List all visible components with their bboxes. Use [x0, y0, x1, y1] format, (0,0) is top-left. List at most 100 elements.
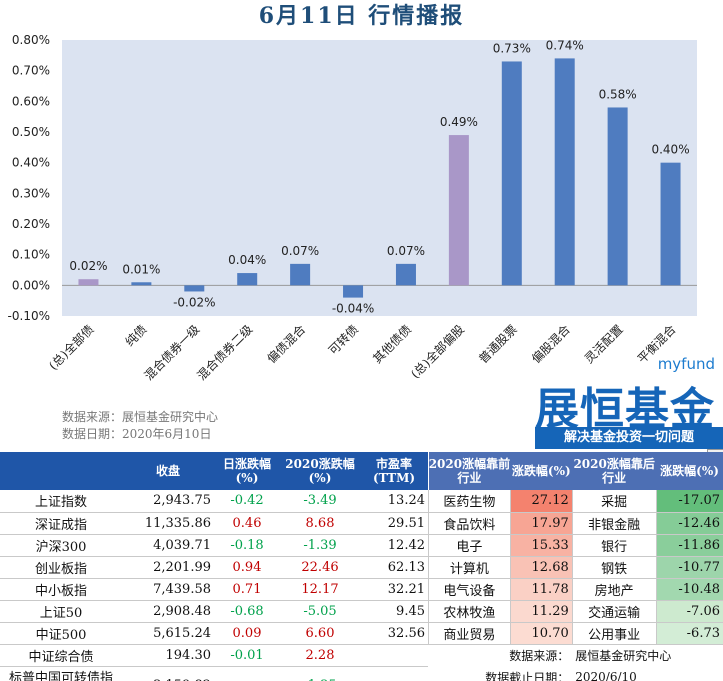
index-close: 5,615.24 — [122, 622, 214, 645]
top-industry-change: 17.97 — [509, 512, 573, 535]
bottom-industry-change: -10.77 — [655, 556, 723, 579]
x-tick-label: 可转债 — [325, 322, 361, 358]
y-tick-label: 0.50% — [12, 125, 50, 139]
x-tick-label: (总)全部偏股 — [407, 322, 467, 382]
bottom-industry-change: -7.06 — [655, 600, 723, 623]
index-pe — [360, 666, 428, 681]
top-industry-change: 15.33 — [509, 534, 573, 557]
index-day-change: 0.94 — [214, 556, 280, 579]
x-tick-label: (总)全部债 — [45, 322, 96, 373]
top-industry-name: 医药生物 — [428, 490, 511, 513]
index-ytd-change: -1.39 — [280, 534, 360, 557]
y-tick-label: 0.10% — [12, 248, 50, 262]
bottom-industry-name: 非银金融 — [571, 512, 657, 535]
data-label: -0.04% — [332, 302, 374, 316]
index-name: 创业板指 — [0, 556, 122, 579]
brand-logo: myfund 展恒基金 解决基金投资一切问题 — [535, 355, 723, 453]
y-tick-label: 0.70% — [12, 64, 50, 78]
index-pe: 62.13 — [360, 556, 428, 579]
table-row: 电子 15.33 银行 -11.86 — [428, 534, 723, 557]
header-top-change: 涨跌幅(%) — [510, 452, 573, 490]
index-name: 沪深300 — [0, 534, 122, 557]
index-close: 2,908.48 — [122, 600, 214, 623]
data-label: 0.58% — [599, 87, 637, 101]
industry-note-row: 数据来源： 展恒基金研究中心 — [429, 644, 723, 666]
x-tick-label: 混合债券二级 — [194, 322, 256, 384]
index-day-change: - — [214, 666, 280, 681]
index-name: 上证指数 — [0, 490, 122, 513]
index-close: 194.30 — [122, 644, 214, 667]
bar — [501, 61, 522, 286]
data-label: 0.04% — [228, 253, 266, 267]
table-row: 中证500 5,615.24 0.09 6.60 32.56 — [0, 622, 428, 645]
index-close: 3,159.82 — [122, 666, 214, 681]
y-tick-label: 0.30% — [12, 186, 50, 200]
top-industry-name: 电子 — [428, 534, 511, 557]
bottom-industry-name: 采掘 — [571, 490, 657, 513]
index-pe: 12.42 — [360, 534, 428, 557]
table-row: 沪深300 4,039.71 -0.18 -1.39 12.42 — [0, 534, 428, 557]
table-row: 医药生物 27.12 采掘 -17.07 — [428, 490, 723, 513]
x-tick-label: 纯债 — [123, 322, 150, 349]
index-ytd-change: 8.68 — [280, 512, 360, 535]
data-date-note: 数据日期：2020年6月10日 — [62, 427, 212, 441]
header-top-industry: 2020涨幅靠前行业 — [428, 452, 511, 490]
index-name: 上证50 — [0, 600, 122, 623]
table-row: 上证指数 2,943.75 -0.42 -3.49 13.24 — [0, 490, 428, 513]
industry-table-header: 2020涨幅靠前行业 涨跌幅(%) 2020涨幅靠后行业 涨跌幅(%) — [428, 452, 723, 490]
top-industry-change: 10.70 — [509, 622, 573, 645]
index-close: 2,201.99 — [122, 556, 214, 579]
bar — [290, 263, 311, 286]
bar — [131, 282, 152, 286]
index-pe — [360, 644, 428, 667]
bar — [607, 107, 628, 286]
table-row: 商业贸易 10.70 公用事业 -6.73 — [428, 622, 723, 645]
top-industry-name: 计算机 — [428, 556, 511, 579]
table-row: 上证50 2,908.48 -0.68 -5.05 9.45 — [0, 600, 428, 623]
index-table: 收盘 日涨跌幅(%) 2020涨跌幅(%) 市盈率(TTM) 上证指数 2,943… — [0, 452, 428, 681]
bottom-industry-change: -11.86 — [655, 534, 723, 557]
table-row: 中证综合债 194.30 -0.01 2.28 — [0, 644, 428, 667]
data-label: 0.73% — [493, 41, 531, 55]
index-day-change: -0.68 — [214, 600, 280, 623]
bottom-industry-change: -17.07 — [655, 490, 723, 513]
table-row: 深证成指 11,335.86 0.46 8.68 29.51 — [0, 512, 428, 535]
data-label: 0.49% — [440, 115, 478, 129]
table-row: 电气设备 11.78 房地产 -10.48 — [428, 578, 723, 601]
top-industry-change: 12.68 — [509, 556, 573, 579]
index-day-change: 0.09 — [214, 622, 280, 645]
index-pe: 29.51 — [360, 512, 428, 535]
index-close: 11,335.86 — [122, 512, 214, 535]
bar — [660, 162, 681, 286]
data-label: 0.07% — [281, 244, 319, 258]
header-pe: 市盈率(TTM) — [360, 452, 428, 490]
industry-table: 2020涨幅靠前行业 涨跌幅(%) 2020涨幅靠后行业 涨跌幅(%) 医药生物… — [428, 452, 723, 681]
data-label: 0.01% — [122, 262, 160, 276]
index-name: 中小板指 — [0, 578, 122, 601]
bottom-industry-name: 银行 — [571, 534, 657, 557]
index-name: 中证500 — [0, 622, 122, 645]
index-day-change: -0.18 — [214, 534, 280, 557]
index-close: 2,943.75 — [122, 490, 214, 513]
bar-chart: 0.80% 0.70% 0.60% 0.50% 0.40% 0.30% 0.20% 0.10%… — [8, 33, 697, 384]
data-label: 0.07% — [387, 244, 425, 258]
index-ytd-change: 22.46 — [280, 556, 360, 579]
industry-note-label: 数据截止日期： — [485, 670, 570, 681]
top-industry-name: 食品饮料 — [428, 512, 511, 535]
index-pe: 9.45 — [360, 600, 428, 623]
index-ytd-change: -1.35 — [280, 666, 360, 681]
y-tick-label: 0.40% — [12, 156, 50, 170]
plot-area — [62, 40, 697, 316]
index-table-header: 收盘 日涨跌幅(%) 2020涨跌幅(%) 市盈率(TTM) — [0, 452, 428, 490]
header-bottom-industry: 2020涨幅靠后行业 — [572, 452, 657, 490]
data-label: 0.74% — [546, 38, 584, 52]
bottom-industry-name: 房地产 — [571, 578, 657, 601]
top-industry-name: 商业贸易 — [428, 622, 511, 645]
bottom-industry-change: -6.73 — [655, 622, 723, 645]
table-row: 创业板指 2,201.99 0.94 22.46 62.13 — [0, 556, 428, 579]
index-name: 深证成指 — [0, 512, 122, 535]
bar — [343, 285, 364, 298]
index-name: 标普中国可转债指数 — [0, 666, 122, 681]
x-tick-label: 其他债债 — [370, 322, 414, 366]
index-name: 中证综合债 — [0, 644, 122, 667]
